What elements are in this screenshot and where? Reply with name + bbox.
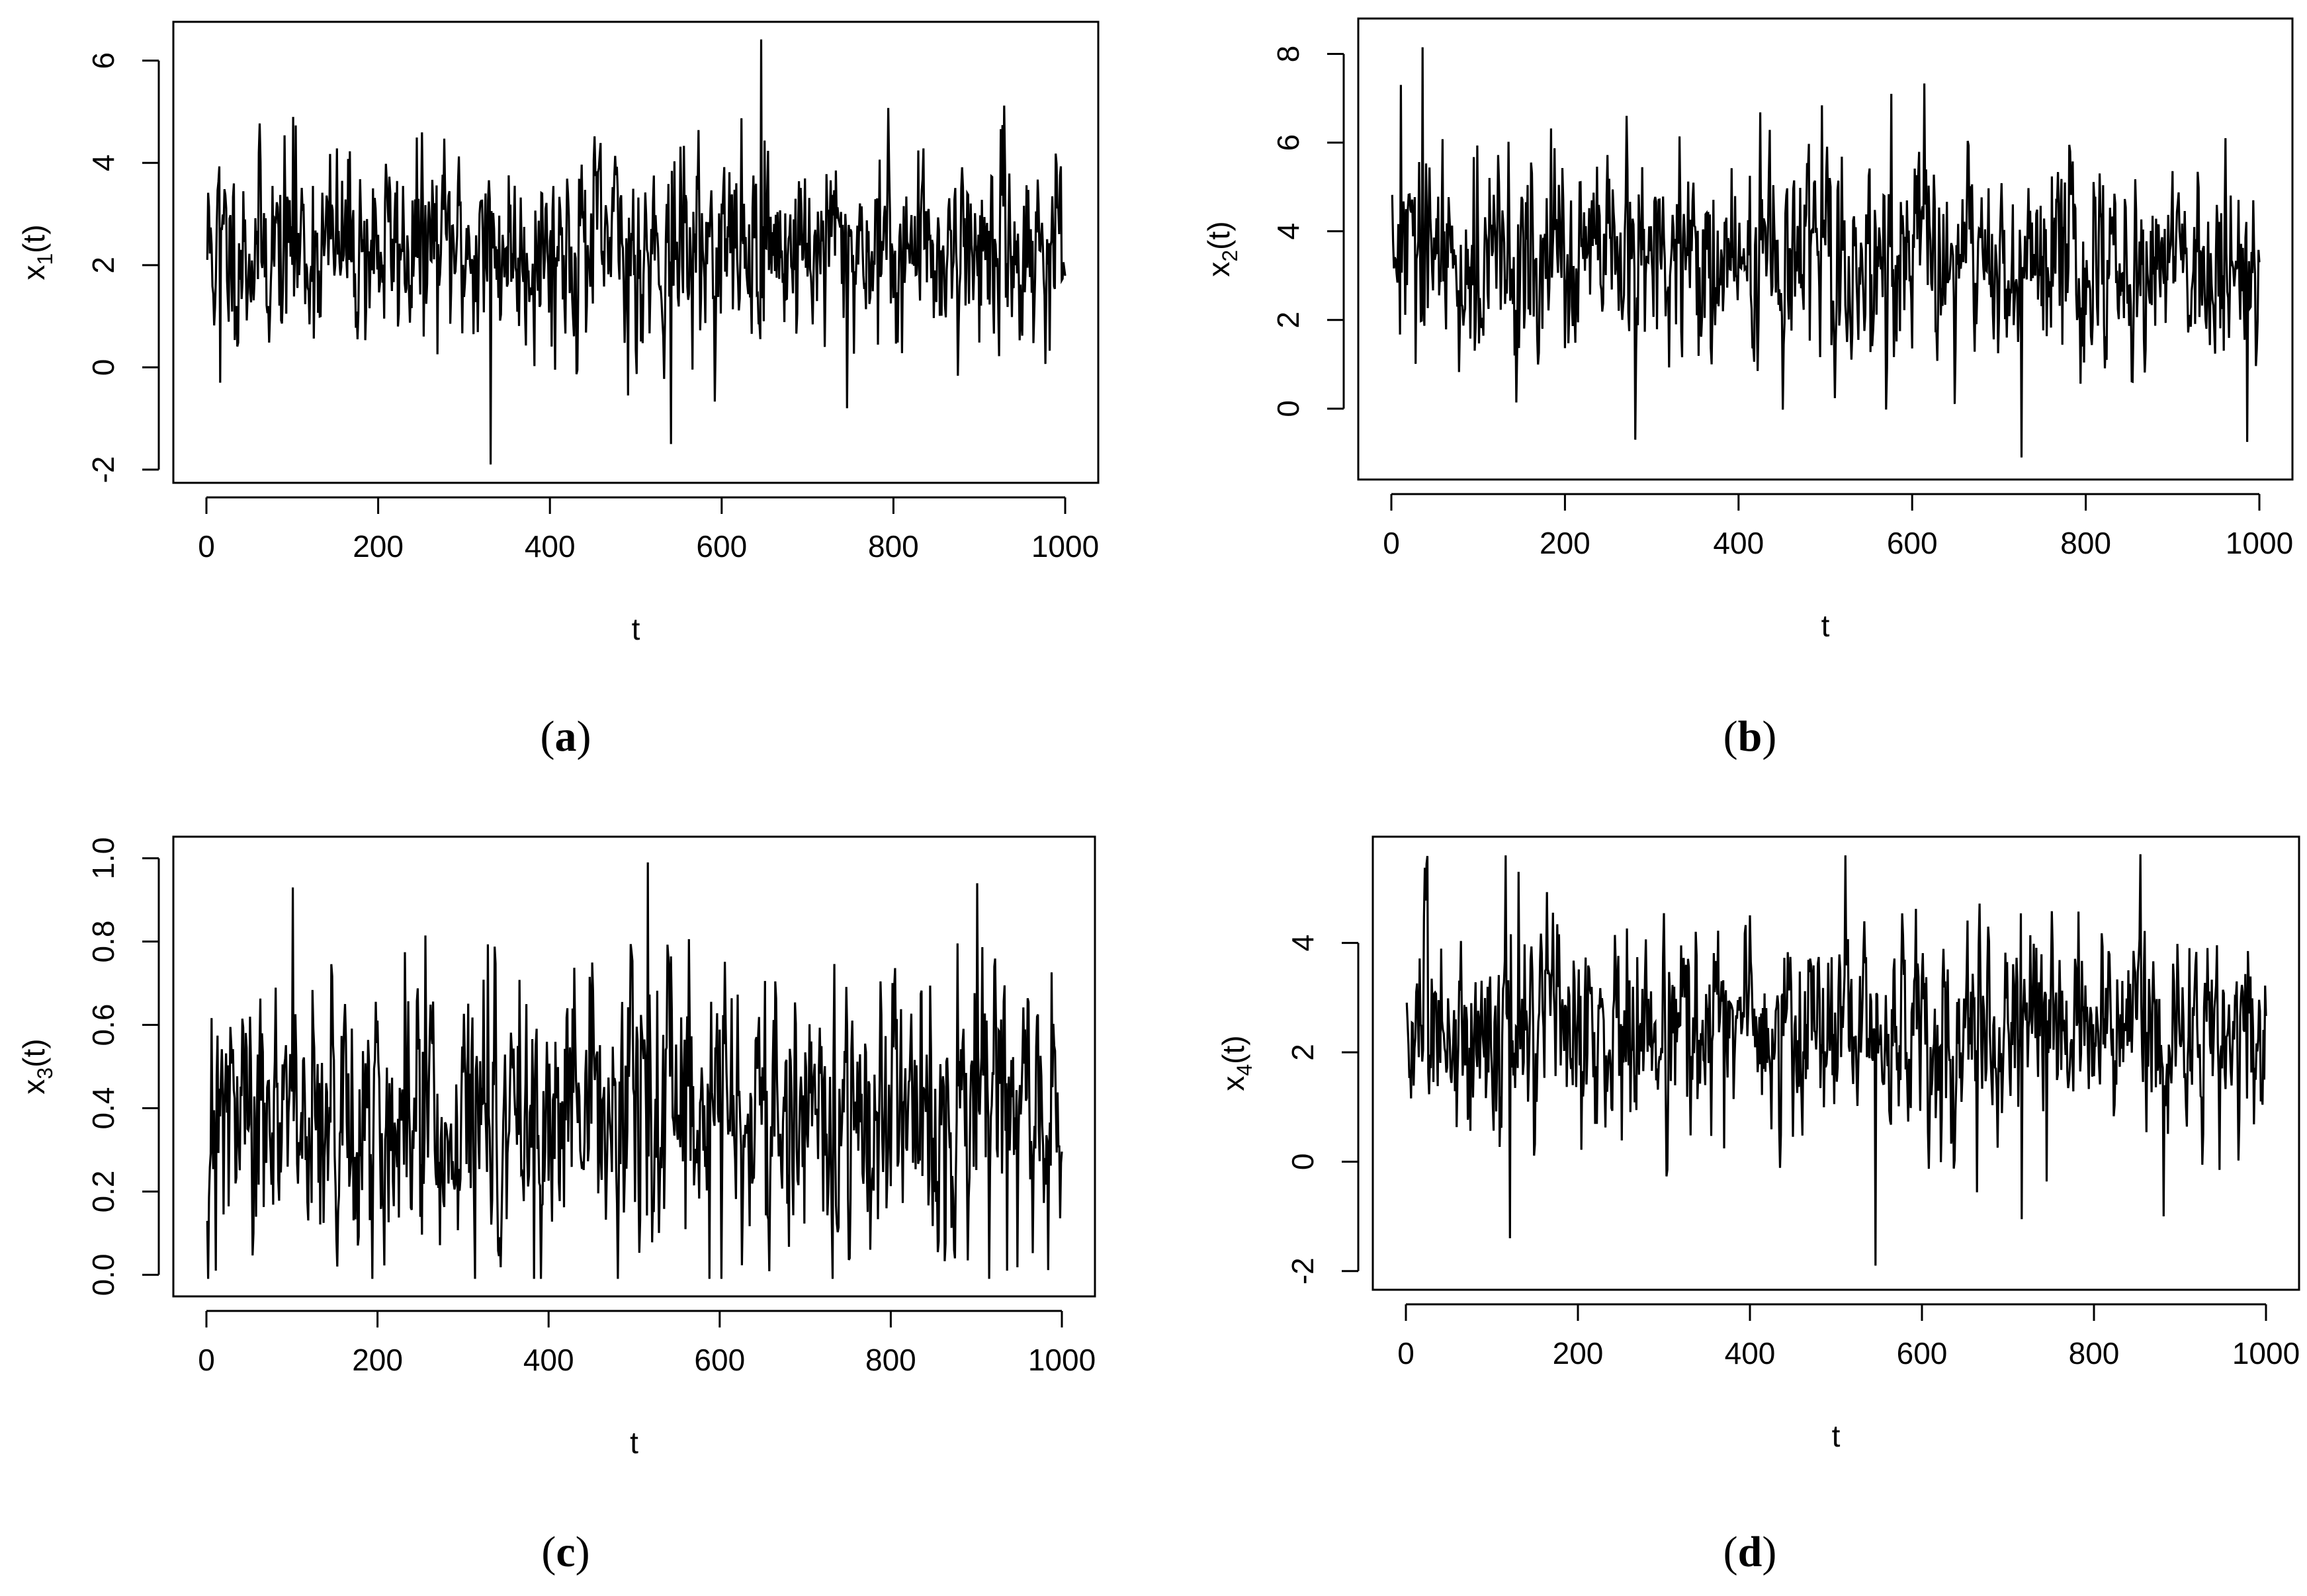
x-tick-label: 800 [2060,526,2111,560]
panel-c: 0 200 400 600 800 1000 t 0.0 0.2 0.4 0.6 0.8 1.0 x3(t… [17,835,1096,1576]
x-axis-label-c: t [630,1425,638,1460]
panel-caption-b: (b) [1723,712,1777,761]
x-tick-label: 0 [198,529,215,564]
series-line-d [1405,854,2267,1266]
y-tick-label: 2 [1271,312,1305,329]
y-tick-label: 0 [1271,400,1305,417]
panel-caption-d: (d) [1723,1528,1777,1576]
x-tick-label: 200 [1540,526,1590,560]
series-line-b [1391,47,2261,458]
x-tick-label: 800 [865,1343,916,1377]
x-tick-label: 400 [525,529,576,564]
x-tick-label: 600 [696,529,747,564]
y-axis-label-c: x3(t) [17,1038,57,1094]
x-tick-label: 1000 [1028,1343,1096,1377]
x-tick-label: 400 [1725,1336,1776,1370]
y-axis-label-d: x4(t) [1216,1035,1256,1091]
y-tick-label: 0.0 [86,1253,120,1296]
y-tick-label: 4 [1271,223,1305,240]
y-tick-label: 0 [86,359,120,376]
x-tick-label: 200 [352,1343,403,1377]
y-tick-label: 6 [86,52,120,69]
x-tick-label: 1000 [2226,526,2293,560]
y-tick-label: 4 [86,154,120,171]
x-tick-label: 600 [1887,526,1938,560]
y-tick-label: 1.0 [86,837,120,880]
panel-a: 0 200 400 600 800 1000 t -2 0 2 4 6 x1(t) (a) [17,21,1100,761]
y-tick-label: -2 [1285,1257,1320,1284]
panel-caption-c: (c) [541,1528,589,1576]
plot-frame-b [1357,17,2294,481]
y-tick-label: 6 [1271,134,1305,151]
series-line-a [206,39,1066,465]
y-tick-label: 0.8 [86,921,120,963]
x-axis-label-d: t [1832,1419,1841,1453]
y-tick-label: 0.6 [86,1004,120,1046]
y-tick-label: 0.2 [86,1170,120,1212]
y-axis-label-b: x2(t) [1201,221,1242,276]
plot-frame-d [1371,835,2300,1291]
y-tick-label: 4 [1285,935,1320,952]
x-tick-label: 0 [1397,1336,1415,1370]
plot-frame-a [172,21,1100,484]
x-tick-label: 800 [2069,1336,2120,1370]
x-axis-label-b: t [1821,609,1830,643]
y-tick-label: 0 [1285,1154,1320,1171]
x-tick-label: 1000 [1031,529,1099,564]
x-axis-label-a: t [632,612,640,646]
x-tick-label: 800 [868,529,919,564]
y-tick-label: -2 [86,456,120,483]
y-tick-label: 0.4 [86,1087,120,1130]
x-tick-label: 200 [353,529,404,564]
x-tick-label: 0 [198,1343,215,1377]
x-tick-label: 400 [1713,526,1764,560]
y-tick-label: 2 [1285,1044,1320,1061]
x-tick-label: 200 [1553,1336,1604,1370]
panel-caption-a: (a) [541,712,591,761]
series-line-c [206,862,1063,1279]
panel-b: 0 200 400 600 800 1000 t 0 2 4 6 8 x2(t) (b) [1201,17,2294,761]
plot-frame-c [172,835,1096,1298]
x-tick-label: 600 [1897,1336,1948,1370]
x-tick-label: 600 [694,1343,745,1377]
y-tick-label: 8 [1271,46,1305,63]
y-tick-label: 2 [86,257,120,274]
x-tick-label: 1000 [2232,1336,2300,1370]
x-tick-label: 400 [523,1343,574,1377]
panel-d: 0 200 400 600 800 1000 t -2 0 2 4 x4(t) (d) [1216,835,2300,1576]
y-axis-label-a: x1(t) [17,224,57,280]
x-tick-label: 0 [1383,526,1400,560]
